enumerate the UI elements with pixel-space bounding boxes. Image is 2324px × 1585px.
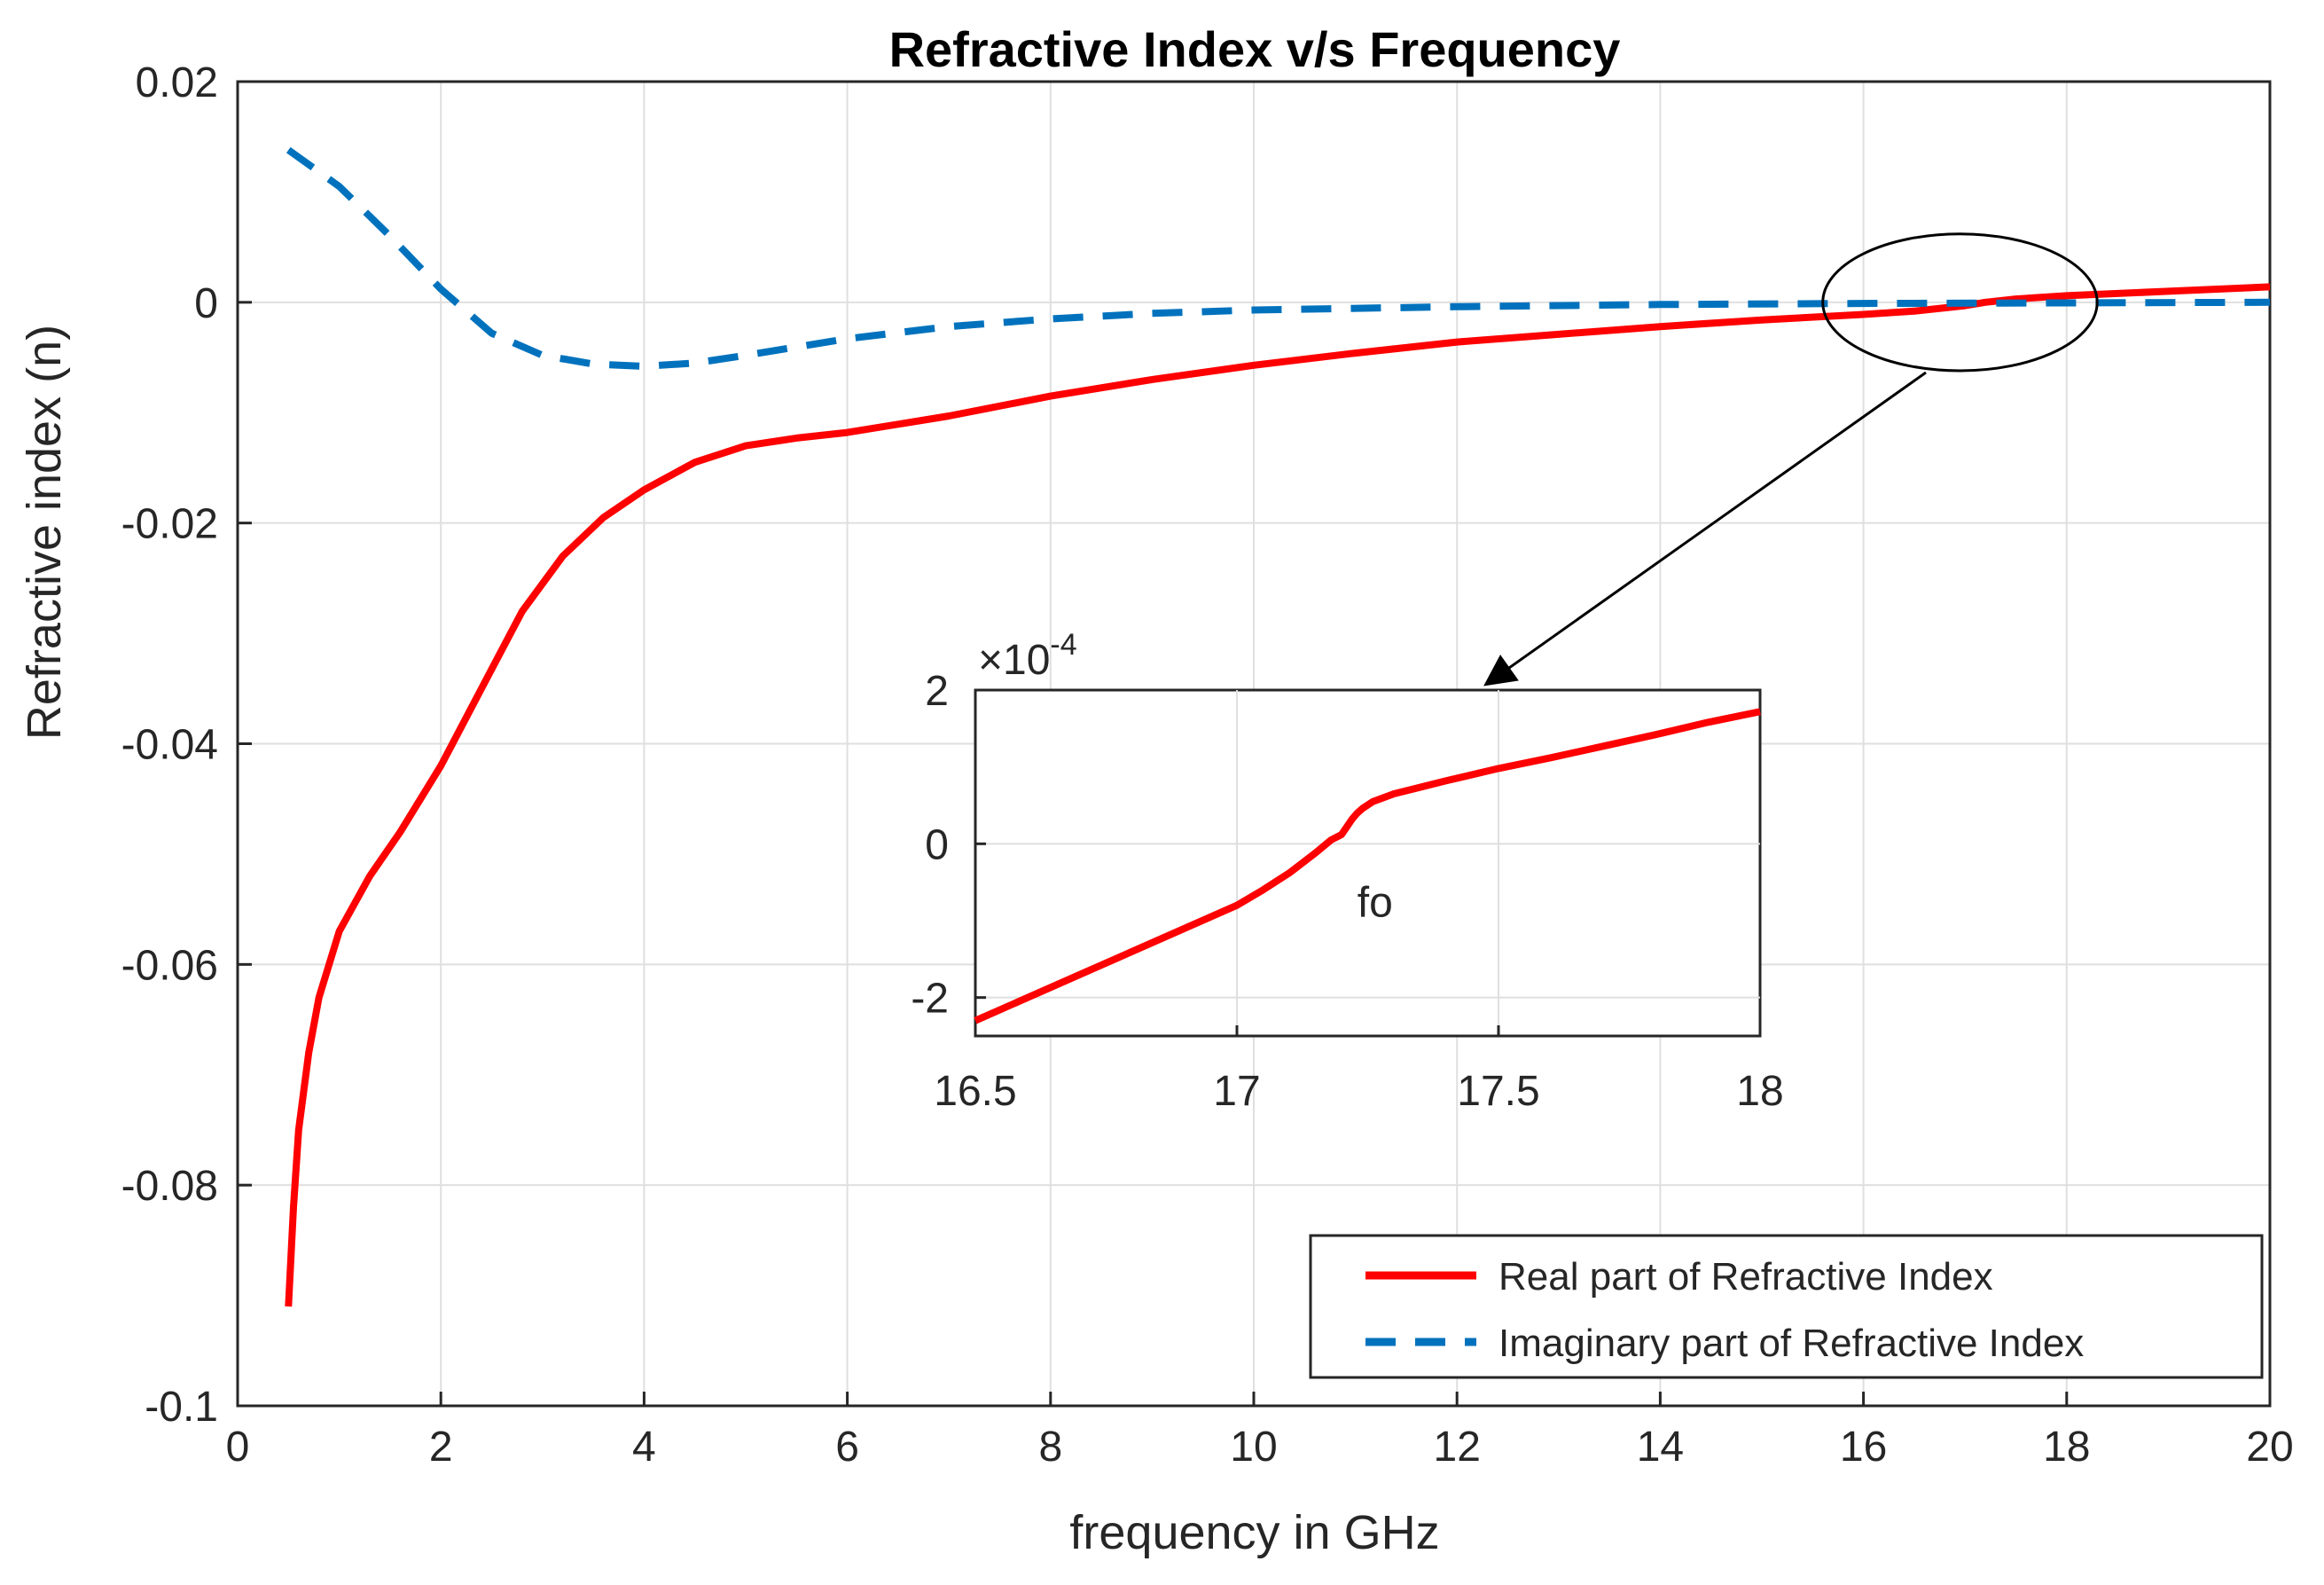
- x-tick-label: 18: [2043, 1424, 2090, 1471]
- x-tick-label: 12: [1434, 1424, 1481, 1471]
- inset-x-tick-label: 17.5: [1457, 1068, 1539, 1115]
- legend-box: [1309, 1234, 2264, 1379]
- x-tick-label: 4: [632, 1424, 656, 1471]
- x-tick-label: 8: [1038, 1424, 1062, 1471]
- x-tick-label: 6: [835, 1424, 859, 1471]
- zoom-arrow: [1483, 371, 1927, 687]
- series-group: [285, 146, 2271, 1307]
- y-tick-label: -0.1: [145, 1384, 218, 1431]
- inset-y-tick-label: -2: [911, 976, 949, 1023]
- inset-y-tick-label: 0: [925, 821, 949, 868]
- inset-x-tick-label: 18: [1736, 1068, 1783, 1115]
- series-line-imaginary: [286, 146, 2271, 370]
- inset-x-axis-ticks: 16.5 17 17.5 18: [934, 1025, 1784, 1115]
- x-axis-label: frequency in GHz: [1069, 1506, 1439, 1559]
- x-axis-ticks: 0 2 4 6 8 10 12 14 16 18 20: [226, 1392, 2294, 1471]
- chart-title: Refractive Index v/s Frequency: [889, 21, 1621, 77]
- y-tick-label: -0.04: [121, 722, 218, 769]
- x-tick-label: 14: [1637, 1424, 1684, 1471]
- inset-plot: 16.5 17 17.5 18 2 0 -2 ×10-4 fo: [911, 628, 1783, 1115]
- inset-series-group: [974, 708, 1761, 1024]
- legend: Real part of Refractive Index Imaginary …: [1309, 1234, 2264, 1379]
- y-tick-label: -0.06: [121, 942, 218, 989]
- y-tick-label: -0.02: [121, 501, 218, 548]
- zoom-callout: [1483, 232, 2099, 687]
- x-tick-label: 20: [2246, 1424, 2293, 1471]
- x-tick-label: 16: [1840, 1424, 1887, 1471]
- legend-label-real: Real part of Refractive Index: [1498, 1255, 1993, 1299]
- zoom-ellipse: [1821, 232, 2099, 373]
- inset-y-axis-ticks: 2 0 -2: [911, 668, 986, 1023]
- inset-x-tick-label: 17: [1213, 1068, 1260, 1115]
- x-tick-label: 10: [1230, 1424, 1277, 1471]
- inset-frame: [974, 688, 1762, 1038]
- x-tick-label: 2: [429, 1424, 453, 1471]
- inset-x-tick-label: 16.5: [934, 1068, 1016, 1115]
- series-line-real: [285, 283, 2271, 1307]
- y-axis-label: Refractive index (n): [18, 325, 71, 740]
- legend-label-imaginary: Imaginary part of Refractive Index: [1498, 1322, 2084, 1365]
- y-tick-label: -0.08: [121, 1163, 218, 1210]
- inset-y-tick-label: 2: [925, 668, 949, 715]
- inset-series-line-real: [974, 708, 1761, 1024]
- y-tick-label: 0: [194, 280, 218, 327]
- inset-grid-lines: [975, 690, 1760, 1036]
- inset-annotation-fo: fo: [1358, 880, 1393, 927]
- y-tick-label: 0.02: [136, 59, 218, 106]
- inset-exponent-label: ×10-4: [978, 628, 1077, 684]
- x-tick-label: 0: [226, 1424, 250, 1471]
- y-axis-ticks: 0.02 0 -0.02 -0.04 -0.06 -0.08 -0.1: [121, 59, 252, 1431]
